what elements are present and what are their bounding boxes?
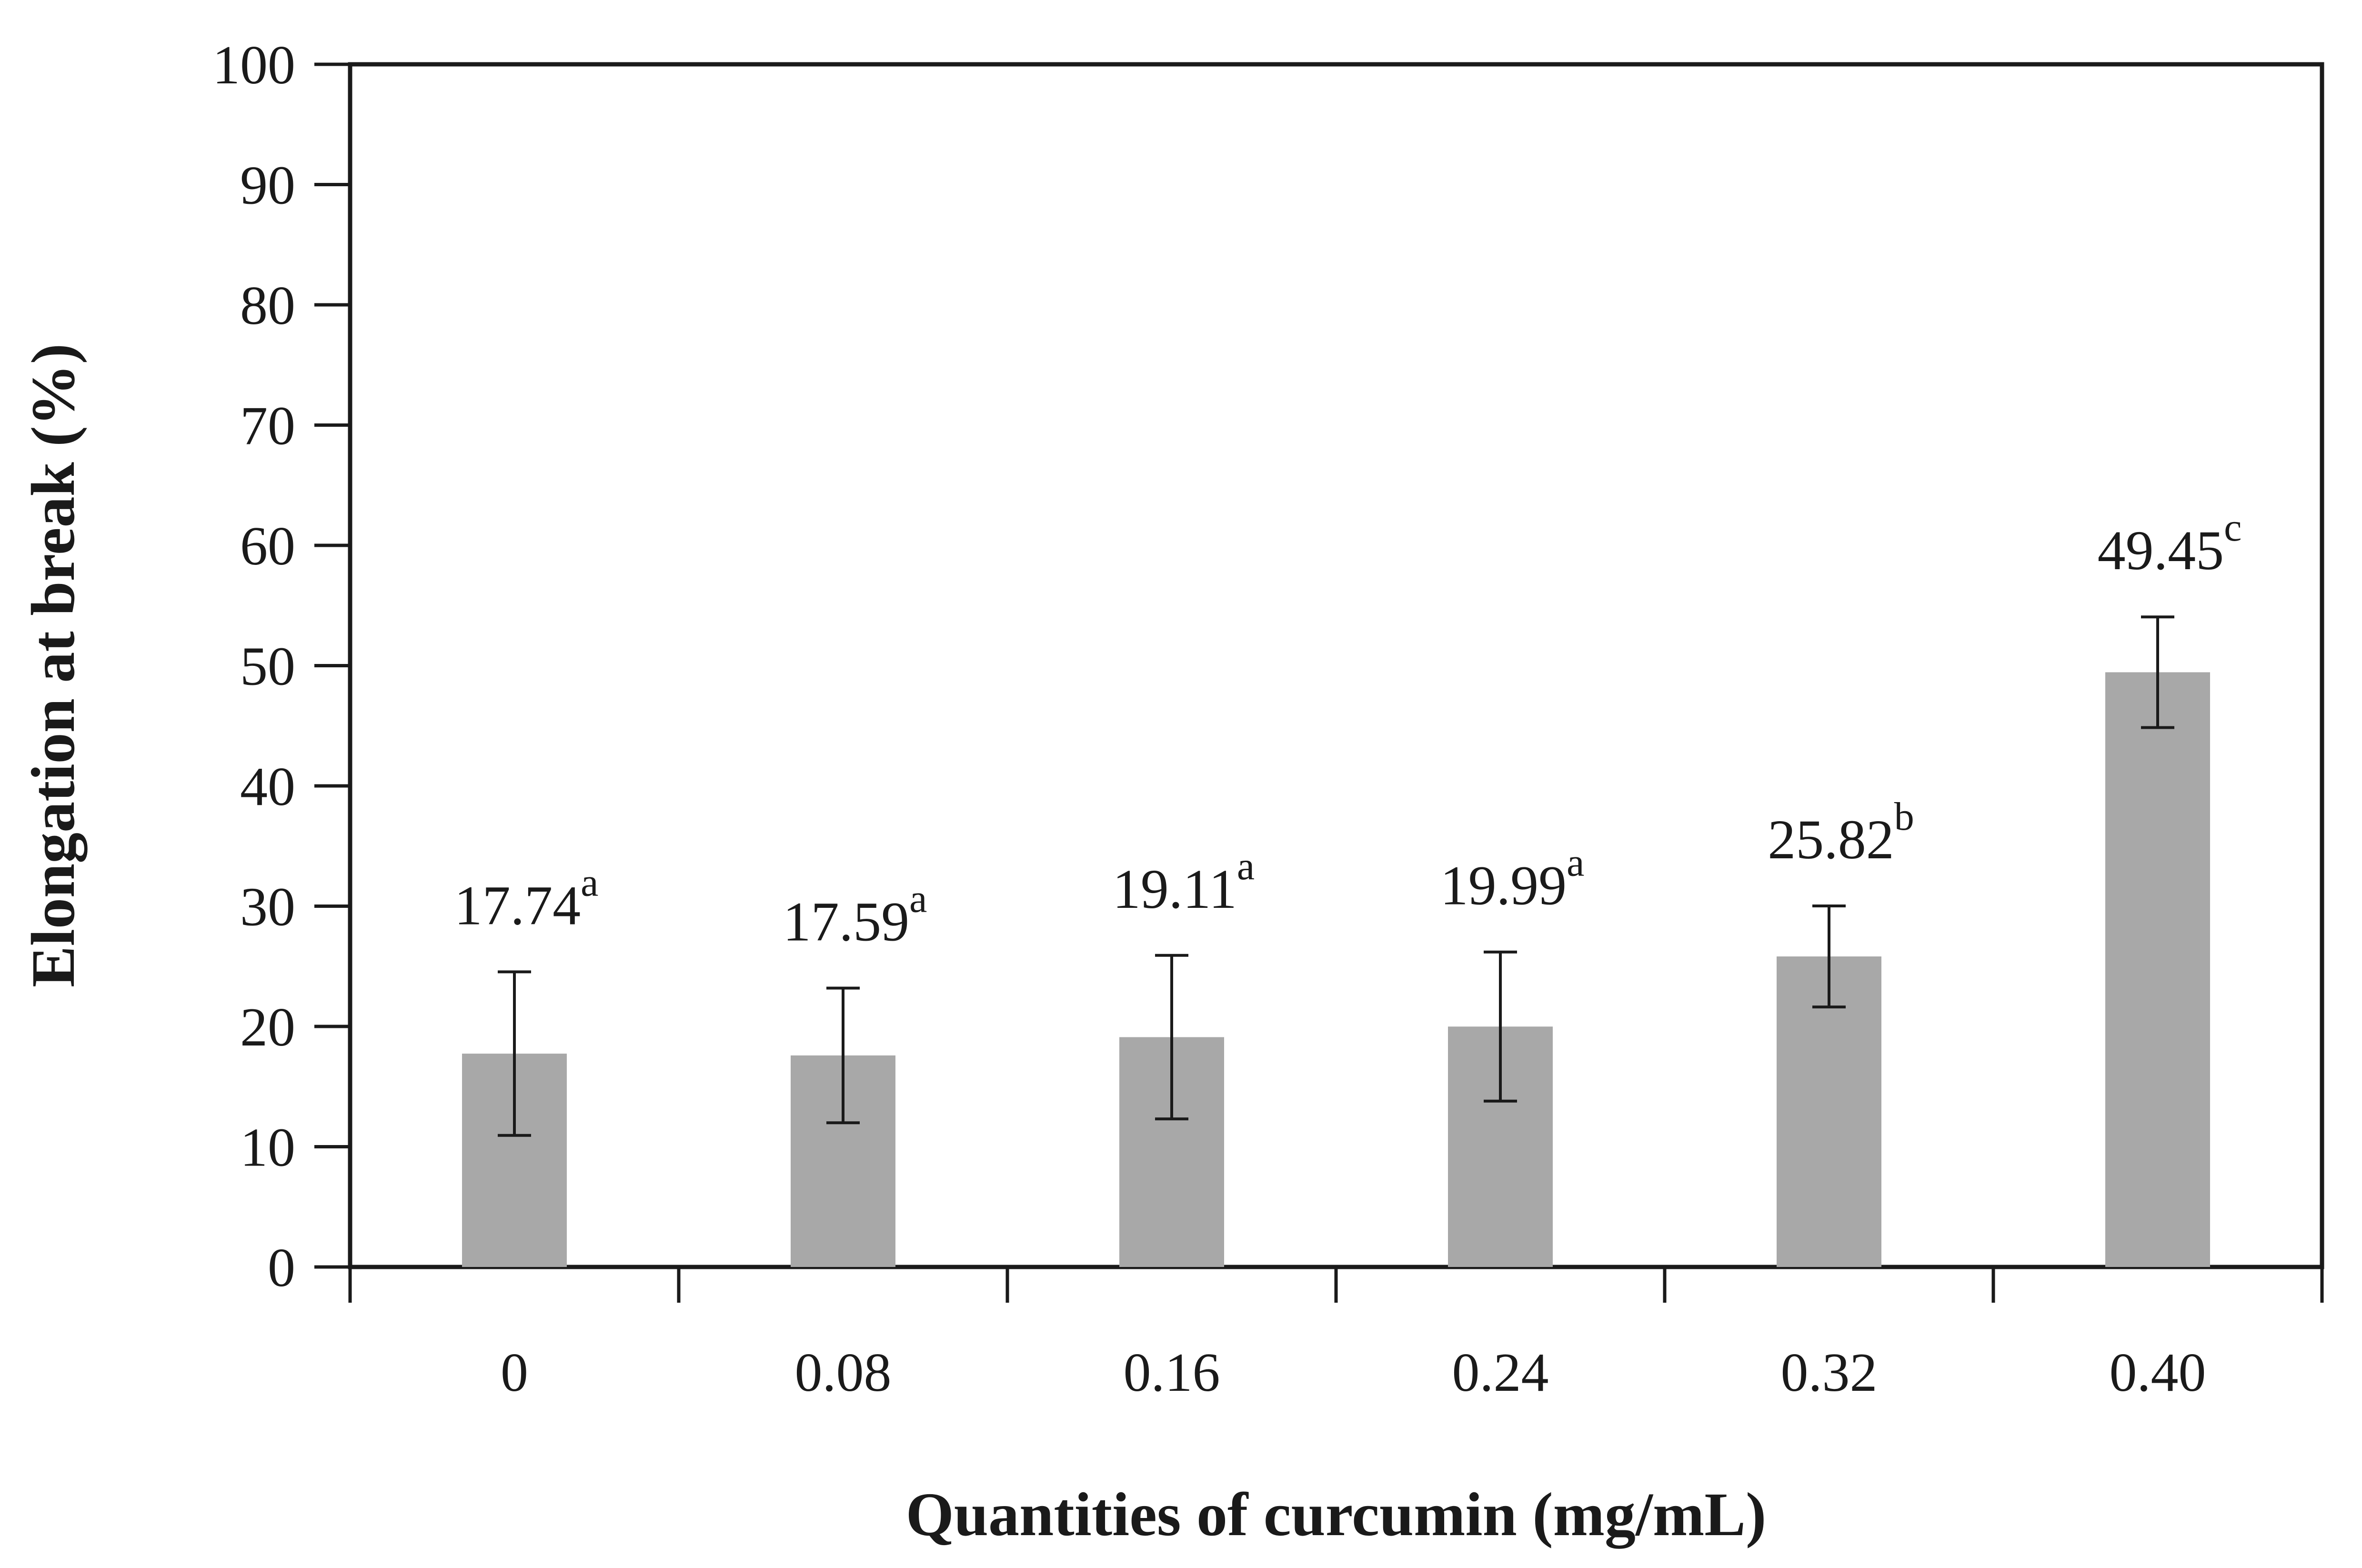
data-label-value: 25.82: [1768, 808, 1894, 871]
x-axis-title: Quantities of curcumin (mg/mL): [906, 1480, 1767, 1549]
data-label: 17.74a: [454, 860, 599, 936]
x-tick-label: 0: [501, 1342, 528, 1403]
bar: [2105, 672, 2210, 1267]
bars: [462, 672, 2210, 1267]
significance-letter: a: [581, 860, 598, 905]
data-label: 19.11a: [1113, 844, 1255, 920]
y-tick-label: 60: [240, 516, 295, 577]
plot-frame: [348, 62, 2324, 1269]
data-label-value: 49.45: [2098, 519, 2224, 582]
data-label: 19.99a: [1440, 841, 1585, 917]
significance-letter: b: [1894, 794, 1914, 839]
data-label-value: 19.99: [1440, 854, 1567, 917]
data-label-value: 17.74: [454, 874, 581, 936]
y-tick-label: 100: [212, 35, 295, 96]
x-tick-label: 0.16: [1124, 1342, 1220, 1403]
data-label: 49.45c: [2098, 505, 2242, 582]
y-tick-label: 50: [240, 636, 295, 697]
x-tick-label: 0.08: [795, 1342, 892, 1403]
y-tick-label: 10: [240, 1117, 295, 1178]
y-tick-label: 40: [240, 756, 295, 817]
y-axis-title: Elongation at break (%): [19, 343, 88, 987]
x-tick-label: 0.24: [1452, 1342, 1549, 1403]
y-tick-label: 70: [240, 396, 295, 457]
y-tick-label: 20: [240, 997, 295, 1058]
y-tick-label: 80: [240, 275, 295, 336]
significance-letter: a: [909, 876, 927, 921]
data-label: 25.82b: [1768, 794, 1914, 871]
data-label-value: 19.11: [1113, 858, 1237, 920]
significance-letter: a: [1567, 841, 1584, 885]
y-tick-label: 0: [268, 1237, 295, 1298]
x-axis: 0 0.08 0.16 0.24 0.32 0.40: [348, 1267, 2324, 1403]
x-tick-label: 0.40: [2110, 1342, 2206, 1403]
significance-letter: a: [1237, 844, 1255, 888]
data-label-value: 17.59: [783, 890, 910, 953]
y-tick-label: 90: [240, 155, 295, 216]
error-bars: [498, 615, 2174, 1137]
significance-letter: c: [2224, 505, 2241, 550]
x-tick-label: 0.32: [1781, 1342, 1878, 1403]
y-axis: 0 10 20 30 40 50 60 70 80 90 100: [212, 35, 350, 1298]
y-tick-label: 30: [240, 877, 295, 938]
data-label: 17.59a: [783, 876, 927, 953]
